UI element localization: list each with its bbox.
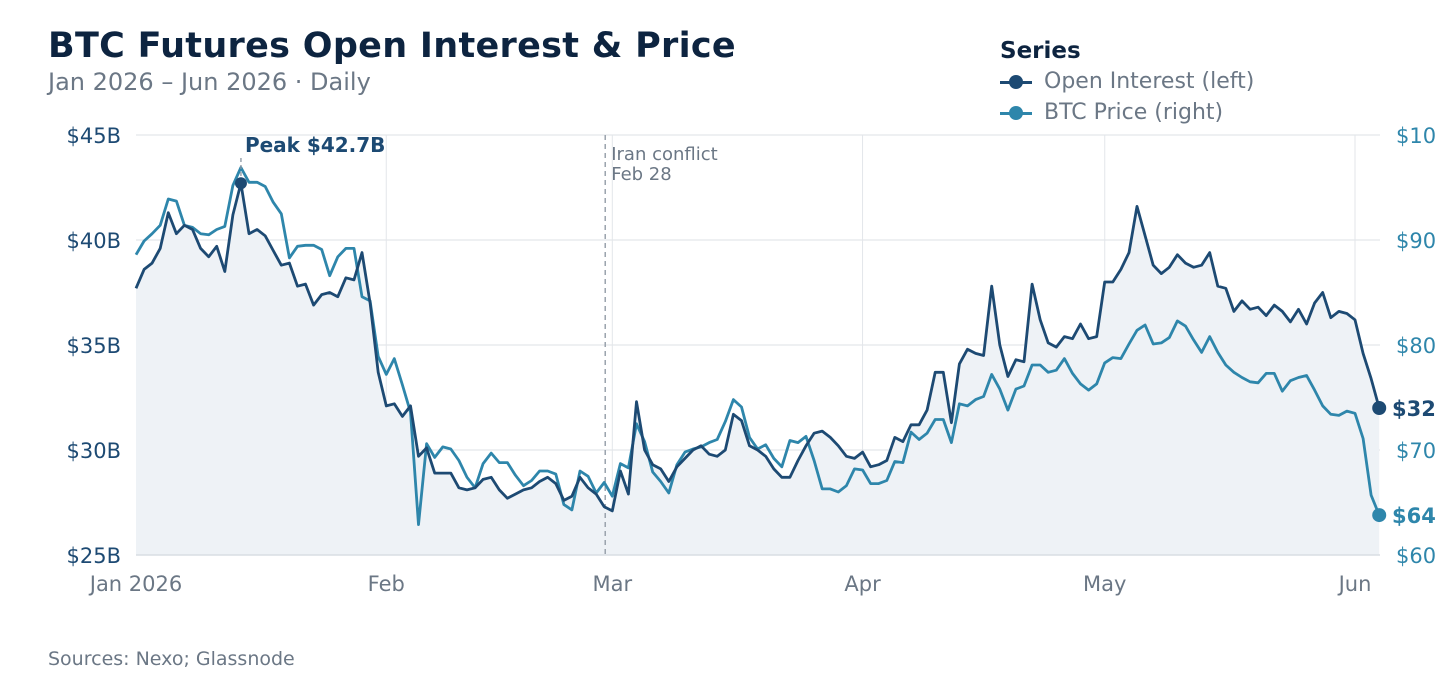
x-tick-label: Jan 2026 bbox=[88, 572, 183, 596]
legend: Series Open Interest (left) BTC Price (r… bbox=[1000, 38, 1254, 128]
legend-swatch-open-interest bbox=[1000, 74, 1032, 89]
legend-label-open-interest: Open Interest (left) bbox=[1044, 69, 1255, 94]
y-tick-right: $70 bbox=[1396, 439, 1436, 463]
open-interest-line bbox=[134, 181, 1381, 513]
event-label-line1: Iran conflict bbox=[611, 144, 717, 165]
open-interest-area bbox=[136, 183, 1380, 556]
btc-price-end-label: $64 bbox=[1392, 504, 1436, 528]
x-tick-label: May bbox=[1083, 572, 1126, 596]
y-tick-left: $45B bbox=[67, 124, 122, 148]
legend-item-btc-price: BTC Price (right) bbox=[1000, 97, 1254, 128]
y-tick-right: $90 bbox=[1396, 229, 1436, 253]
y-tick-left: $30B bbox=[67, 439, 122, 463]
btc-price-end-point bbox=[1372, 508, 1387, 523]
y-tick-right: $80 bbox=[1396, 334, 1436, 358]
y-tick-right: $10 bbox=[1396, 124, 1436, 148]
chart-title: BTC Futures Open Interest & Price bbox=[48, 26, 736, 66]
legend-title: Series bbox=[1000, 38, 1081, 64]
legend-item-open-interest: Open Interest (left) bbox=[1000, 66, 1254, 97]
source-note: Sources: Nexo; Glassnode bbox=[48, 648, 295, 670]
event-label-line2: Feb 28 bbox=[611, 164, 672, 185]
x-tick-label: Jun bbox=[1337, 572, 1372, 596]
x-tick-label: Feb bbox=[368, 572, 405, 596]
legend-dot-open-interest bbox=[1009, 74, 1023, 89]
y-tick-left: $40B bbox=[67, 229, 122, 253]
legend-dot-btc-price bbox=[1009, 105, 1023, 120]
open-interest-end-label: $32 bbox=[1392, 397, 1436, 421]
open-interest-end-point bbox=[1372, 401, 1387, 415]
peak-point bbox=[234, 177, 247, 190]
legend-label-btc-price: BTC Price (right) bbox=[1044, 100, 1224, 125]
peak-label: Peak $42.7B bbox=[245, 133, 386, 157]
y-tick-left: $35B bbox=[67, 334, 122, 358]
y-tick-right: $60 bbox=[1396, 544, 1436, 568]
legend-swatch-btc-price bbox=[1000, 105, 1032, 120]
chart-subtitle: Jan 2026 – Jun 2026 · Daily bbox=[48, 68, 371, 96]
x-tick-label: Mar bbox=[592, 572, 632, 596]
x-tick-label: Apr bbox=[844, 572, 881, 596]
y-tick-left: $25B bbox=[67, 544, 122, 568]
